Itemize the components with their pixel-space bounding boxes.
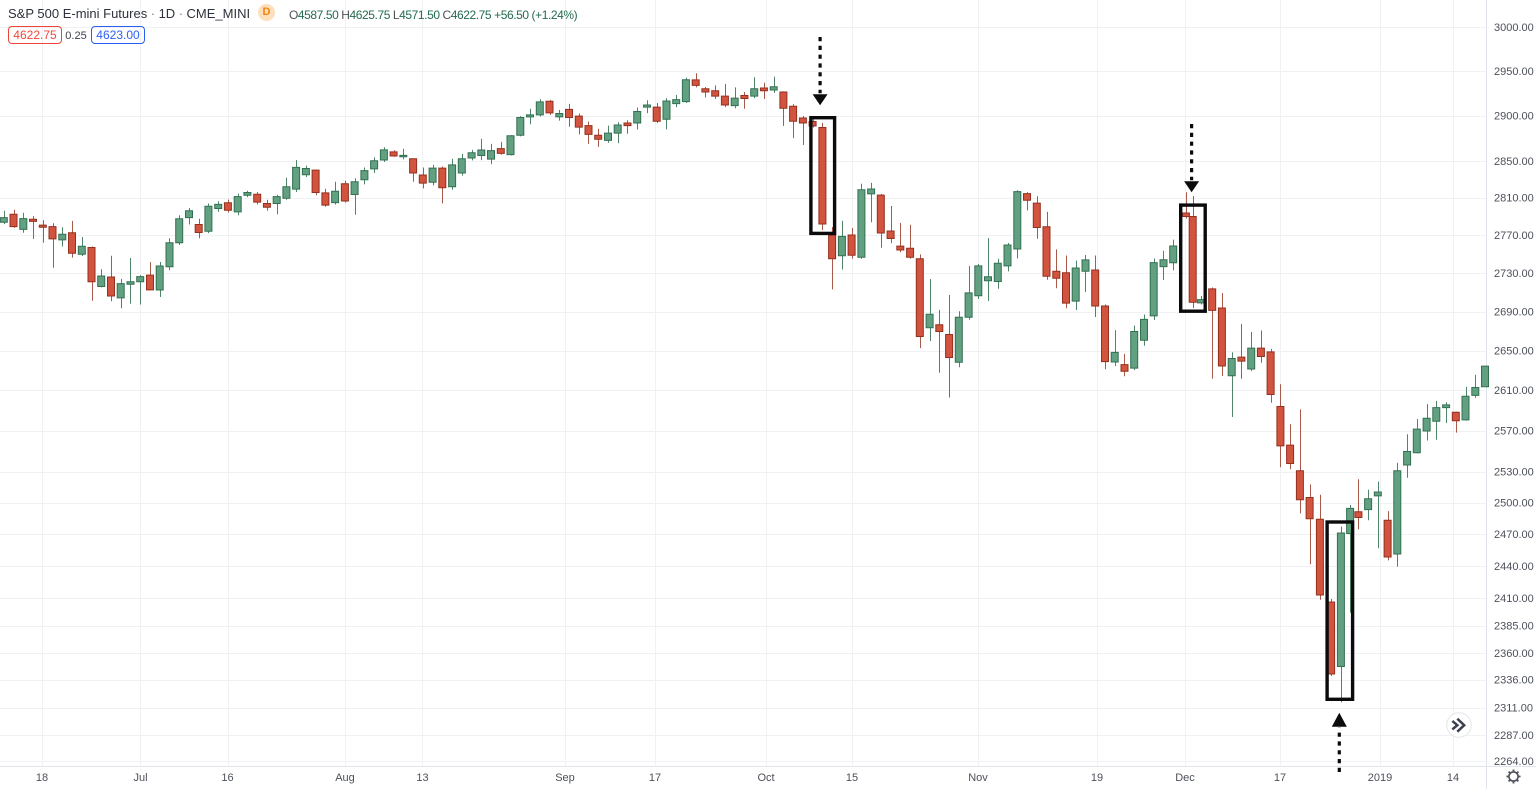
- svg-text:2360.00: 2360.00: [1494, 648, 1534, 660]
- svg-text:2385.00: 2385.00: [1494, 620, 1534, 632]
- svg-text:14: 14: [1447, 772, 1459, 784]
- svg-text:2810.00: 2810.00: [1494, 193, 1534, 205]
- svg-text:Oct: Oct: [757, 772, 774, 784]
- svg-text:2287.00: 2287.00: [1494, 730, 1534, 742]
- svg-text:13: 13: [416, 772, 428, 784]
- svg-text:2019: 2019: [1368, 772, 1392, 784]
- svg-text:17: 17: [649, 772, 661, 784]
- svg-text:Jul: Jul: [133, 772, 147, 784]
- svg-text:2770.00: 2770.00: [1494, 230, 1534, 242]
- svg-text:2690.00: 2690.00: [1494, 307, 1534, 319]
- svg-text:2336.00: 2336.00: [1494, 675, 1534, 687]
- svg-text:Sep: Sep: [555, 772, 575, 784]
- svg-text:15: 15: [846, 772, 858, 784]
- svg-text:2470.00: 2470.00: [1494, 529, 1534, 541]
- svg-text:2650.00: 2650.00: [1494, 346, 1534, 358]
- svg-text:2610.00: 2610.00: [1494, 385, 1534, 397]
- svg-text:17: 17: [1274, 772, 1286, 784]
- svg-text:2264.00: 2264.00: [1494, 756, 1534, 768]
- svg-text:2440.00: 2440.00: [1494, 561, 1534, 573]
- svg-text:Aug: Aug: [335, 772, 355, 784]
- svg-text:16: 16: [221, 772, 233, 784]
- svg-text:2570.00: 2570.00: [1494, 426, 1534, 438]
- svg-text:2850.00: 2850.00: [1494, 156, 1534, 168]
- svg-text:Nov: Nov: [968, 772, 988, 784]
- svg-text:2500.00: 2500.00: [1494, 498, 1534, 510]
- svg-text:18: 18: [36, 772, 48, 784]
- svg-text:2900.00: 2900.00: [1494, 110, 1534, 122]
- svg-text:2410.00: 2410.00: [1494, 593, 1534, 605]
- svg-text:19: 19: [1091, 772, 1103, 784]
- svg-text:2311.00: 2311.00: [1494, 703, 1533, 715]
- svg-text:2530.00: 2530.00: [1494, 466, 1534, 478]
- svg-text:Dec: Dec: [1175, 772, 1195, 784]
- svg-text:2730.00: 2730.00: [1494, 268, 1534, 280]
- svg-text:3000.00: 3000.00: [1494, 22, 1534, 34]
- svg-text:2950.00: 2950.00: [1494, 66, 1534, 78]
